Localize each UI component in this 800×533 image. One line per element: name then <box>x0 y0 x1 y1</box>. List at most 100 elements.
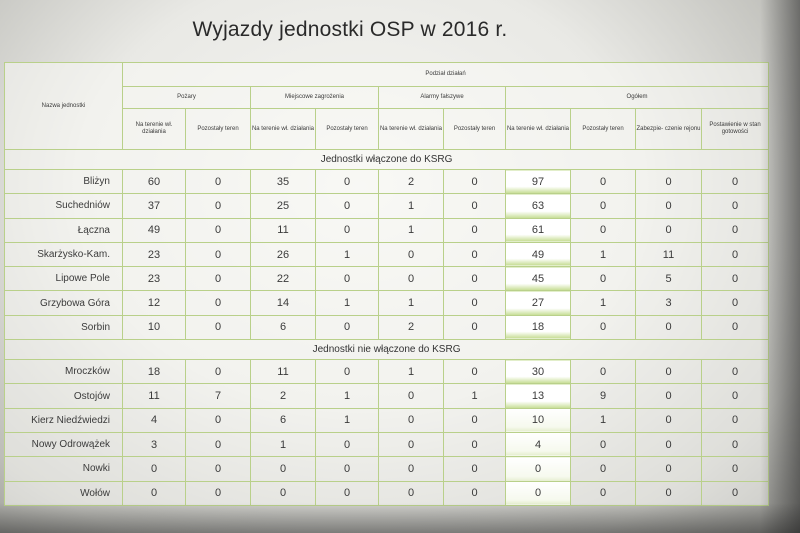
section-label: Jednostki włączone do KSRG <box>3 148 770 171</box>
total-local-cell: 18 <box>505 314 571 341</box>
value-cell: 0 <box>315 456 379 482</box>
screen-bottom-shadow <box>0 503 800 533</box>
value-cell: 0 <box>700 290 770 316</box>
value-cell: 0 <box>443 193 506 219</box>
value-cell: 0 <box>315 266 379 292</box>
value-cell: 0 <box>185 314 251 341</box>
value-cell: 0 <box>443 169 506 195</box>
subheader-readiness: Postawienie w stan gotowości <box>700 108 770 150</box>
value-cell: 4 <box>122 407 186 433</box>
section-row: Jednostki nie włączone do KSRG <box>3 339 770 361</box>
value-cell: 3 <box>122 431 186 458</box>
value-cell: 0 <box>315 217 379 243</box>
value-cell: 6 <box>250 407 316 433</box>
table-row: Nowy Odrowążek 3 0 1 0 0 0 4 0 0 0 <box>4 431 770 458</box>
value-cell: 0 <box>635 169 702 195</box>
value-cell: 0 <box>378 241 444 268</box>
value-cell: 0 <box>185 431 251 458</box>
value-cell: 0 <box>378 480 444 506</box>
value-cell: 0 <box>122 456 186 482</box>
value-cell: 0 <box>570 266 636 292</box>
value-cell: 0 <box>570 480 636 506</box>
subheader-other-area: Pozostały teren <box>443 108 506 150</box>
value-cell: 0 <box>635 217 702 243</box>
value-cell: 0 <box>315 431 379 458</box>
value-cell: 25 <box>250 193 316 219</box>
value-cell: 0 <box>250 456 316 482</box>
value-cell: 0 <box>185 480 251 506</box>
value-cell: 1 <box>250 431 316 458</box>
value-cell: 0 <box>700 266 770 292</box>
table-body: Jednostki włączone do KSRG Bliżyn 60 0 35 0 2 0… <box>3 148 770 506</box>
value-cell: 0 <box>635 314 702 341</box>
value-cell: 0 <box>443 407 506 433</box>
group-header-false-alarms: Alarmy fałszywe <box>378 86 506 109</box>
value-cell: 0 <box>700 431 770 458</box>
value-cell: 1 <box>443 383 506 409</box>
unit-name-cell: Kierz Niedźwiedzi <box>4 407 123 433</box>
total-local-cell: 63 <box>505 193 571 219</box>
value-cell: 0 <box>378 456 444 482</box>
value-cell: 18 <box>122 359 186 385</box>
value-cell: 6 <box>250 314 316 341</box>
total-local-cell: 61 <box>505 217 571 243</box>
value-cell: 23 <box>122 266 186 292</box>
value-cell: 0 <box>315 193 379 219</box>
value-cell: 3 <box>635 290 702 316</box>
value-cell: 0 <box>185 290 251 316</box>
value-cell: 0 <box>250 480 316 506</box>
value-cell: 1 <box>378 290 444 316</box>
subheader-other-area: Pozostały teren <box>570 108 636 150</box>
subheader-local-area: Na terenie wł. działania <box>505 108 571 150</box>
value-cell: 60 <box>122 169 186 195</box>
value-cell: 1 <box>315 407 379 433</box>
table-row: Łączna 49 0 11 0 1 0 61 0 0 0 <box>4 217 770 243</box>
value-cell: 0 <box>443 456 506 482</box>
value-cell: 0 <box>185 217 251 243</box>
unit-name-cell: Skarżysko-Kam. <box>4 241 123 268</box>
value-cell: 0 <box>700 383 770 409</box>
value-cell: 0 <box>315 359 379 385</box>
total-local-cell: 97 <box>505 169 571 195</box>
table-row: Wołów 0 0 0 0 0 0 0 0 0 0 <box>4 480 770 506</box>
value-cell: 22 <box>250 266 316 292</box>
total-local-cell: 49 <box>505 241 571 268</box>
value-cell: 0 <box>443 290 506 316</box>
value-cell: 0 <box>570 359 636 385</box>
subheader-area-security: Zabezpie- czenie rejonu <box>635 108 702 150</box>
section-row: Jednostki włączone do KSRG <box>3 148 770 171</box>
value-cell: 2 <box>250 383 316 409</box>
value-cell: 5 <box>635 266 702 292</box>
subheader-local-area: Na terenie wł. działania <box>378 108 444 150</box>
value-cell: 0 <box>700 314 770 341</box>
total-local-cell: 4 <box>505 431 571 458</box>
value-cell: 0 <box>570 193 636 219</box>
subheader-other-area: Pozostały teren <box>315 108 379 150</box>
value-cell: 0 <box>185 407 251 433</box>
departures-table: Nazwa jednostki Podział działań Pożary M… <box>3 62 770 506</box>
value-cell: 0 <box>443 241 506 268</box>
subheader-other-area: Pozostały teren <box>185 108 251 150</box>
value-cell: 1 <box>570 241 636 268</box>
value-cell: 0 <box>185 266 251 292</box>
value-cell: 1 <box>378 193 444 219</box>
value-cell: 0 <box>443 314 506 341</box>
value-cell: 0 <box>315 169 379 195</box>
actions-split-header: Podział działań <box>121 62 770 87</box>
table-row: Sorbin 10 0 6 0 2 0 18 0 0 0 <box>4 314 770 341</box>
value-cell: 0 <box>700 217 770 243</box>
value-cell: 12 <box>122 290 186 316</box>
value-cell: 0 <box>185 193 251 219</box>
value-cell: 0 <box>700 480 770 506</box>
unit-name-cell: Suchedniów <box>4 193 123 219</box>
value-cell: 0 <box>700 241 770 268</box>
value-cell: 0 <box>443 480 506 506</box>
value-cell: 0 <box>185 359 251 385</box>
total-local-cell: 30 <box>505 359 571 385</box>
unit-name-cell: Lipowe Pole <box>4 266 123 292</box>
table-row: Mroczków 18 0 11 0 1 0 30 0 0 0 <box>4 359 770 385</box>
value-cell: 11 <box>635 241 702 268</box>
unit-name-cell: Łączna <box>4 217 123 243</box>
value-cell: 0 <box>700 359 770 385</box>
unit-name-cell: Grzybowa Góra <box>4 290 123 316</box>
